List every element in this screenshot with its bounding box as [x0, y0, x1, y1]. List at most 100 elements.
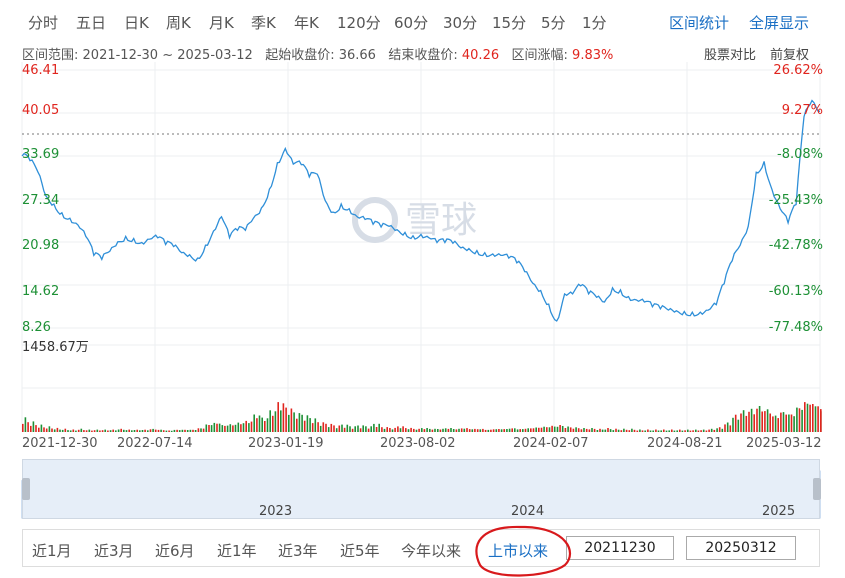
volume-bar: [311, 423, 314, 432]
volume-bar: [641, 430, 644, 432]
x-tick: 2025-03-12: [746, 436, 822, 451]
volume-bar: [224, 425, 226, 432]
volume-bar: [112, 429, 114, 432]
volume-bar: [726, 422, 729, 432]
navigator-right-handle[interactable]: [813, 478, 821, 500]
volume-bar: [202, 428, 205, 432]
volume-bar: [269, 410, 271, 432]
range-5y[interactable]: 近5年: [340, 542, 380, 560]
volume-bar: [575, 427, 577, 432]
end-date-input[interactable]: 20250312: [686, 536, 796, 560]
volume-bar: [322, 422, 325, 432]
volume-bar: [115, 430, 117, 432]
volume-bar: [665, 430, 668, 432]
volume-bar: [476, 429, 479, 432]
stock-compare-button[interactable]: 股票对比: [704, 48, 757, 63]
volume-bar: [139, 430, 141, 432]
volume-bar: [154, 429, 157, 432]
forward-adjust-button[interactable]: 前复权: [770, 48, 810, 63]
volume-bar: [724, 424, 726, 432]
volume-bar: [261, 417, 263, 432]
volume-bar: [24, 417, 27, 432]
tab-daily-k[interactable]: 日K: [124, 14, 149, 32]
tab-yearly-k[interactable]: 年K: [294, 14, 319, 32]
tab-1min[interactable]: 1分: [582, 14, 607, 32]
volume-bar: [750, 408, 753, 432]
tab-60min[interactable]: 60分: [394, 14, 429, 32]
tab-quarterly-k[interactable]: 季K: [251, 14, 276, 32]
range-1m[interactable]: 近1月: [32, 542, 72, 560]
volume-bar: [306, 415, 309, 432]
range-3m[interactable]: 近3月: [94, 542, 134, 560]
volume-bar: [170, 430, 173, 432]
tab-timeshare[interactable]: 分时: [28, 14, 59, 32]
volume-bar: [556, 426, 559, 432]
volume-bar: [67, 430, 69, 432]
range-since-listing[interactable]: 上市以来: [488, 542, 549, 560]
volume-bar: [546, 427, 548, 432]
volume-bar: [402, 426, 404, 432]
tab-120min[interactable]: 120分: [337, 14, 381, 32]
volume-bar: [492, 429, 495, 432]
end-price-label: 结束收盘价:: [388, 48, 458, 63]
navigator-left-handle[interactable]: [22, 478, 30, 500]
volume-bar: [343, 427, 346, 432]
volume-bar: [660, 430, 662, 432]
watermark: 雪球: [405, 200, 477, 241]
volume-bar: [136, 429, 138, 432]
volume-bar: [370, 426, 372, 432]
volume-bar: [649, 430, 652, 432]
volume-bar: [657, 430, 660, 432]
tab-15min[interactable]: 15分: [492, 14, 527, 32]
tab-weekly-k[interactable]: 周K: [166, 14, 191, 32]
volume-bar: [120, 428, 122, 432]
tab-30min[interactable]: 30分: [443, 14, 478, 32]
interval-stats-button[interactable]: 区间统计: [669, 14, 730, 32]
range-1y[interactable]: 近1年: [217, 542, 257, 560]
tab-5min[interactable]: 5分: [541, 14, 566, 32]
volume-bar: [774, 415, 777, 432]
volume-bar: [721, 428, 724, 432]
start-date-input[interactable]: 20211230: [566, 536, 674, 560]
x-tick: 2022-07-14: [117, 436, 193, 451]
volume-bar: [125, 430, 128, 432]
y-right-tick: -25.43%: [768, 193, 823, 208]
range-6m[interactable]: 近6月: [155, 542, 195, 560]
volume-bar: [407, 429, 410, 432]
y-left-tick: 33.69: [22, 147, 60, 162]
volume-bar: [394, 427, 396, 432]
range-3y[interactable]: 近3年: [278, 542, 318, 560]
volume-bar: [471, 429, 474, 432]
volume-bar: [389, 428, 391, 432]
volume-bar: [61, 429, 64, 432]
volume-bar: [625, 429, 628, 432]
volume-bar: [335, 428, 338, 432]
volume-bar: [615, 428, 617, 432]
volume-bar: [367, 428, 370, 432]
volume-bar: [761, 411, 763, 432]
y-right-tick: -8.08%: [777, 147, 823, 162]
volume-bar: [668, 430, 670, 432]
volume-bar: [628, 430, 631, 432]
y-left-tick: 8.26: [22, 320, 51, 335]
volume-bar: [514, 428, 516, 432]
navigator[interactable]: [22, 459, 820, 519]
volume-bar: [234, 424, 237, 432]
tab-monthly-k[interactable]: 月K: [209, 14, 234, 32]
volume-bar: [652, 430, 654, 432]
tab-five-day[interactable]: 五日: [76, 14, 107, 32]
range-ytd[interactable]: 今年以来: [401, 542, 462, 560]
volume-bar: [710, 428, 713, 432]
volume-bar: [189, 429, 192, 432]
volume-bar: [780, 412, 782, 432]
volume-bar: [333, 425, 335, 432]
volume-bar: [450, 428, 452, 432]
fullscreen-button[interactable]: 全屏显示: [749, 14, 810, 32]
volume-bar: [567, 426, 569, 432]
volume-bar: [197, 428, 200, 432]
volume-bar: [319, 425, 322, 432]
volume-bar: [636, 430, 639, 432]
volume-bar: [317, 422, 319, 432]
volume-bar: [232, 425, 234, 432]
volume-bar: [43, 427, 45, 432]
